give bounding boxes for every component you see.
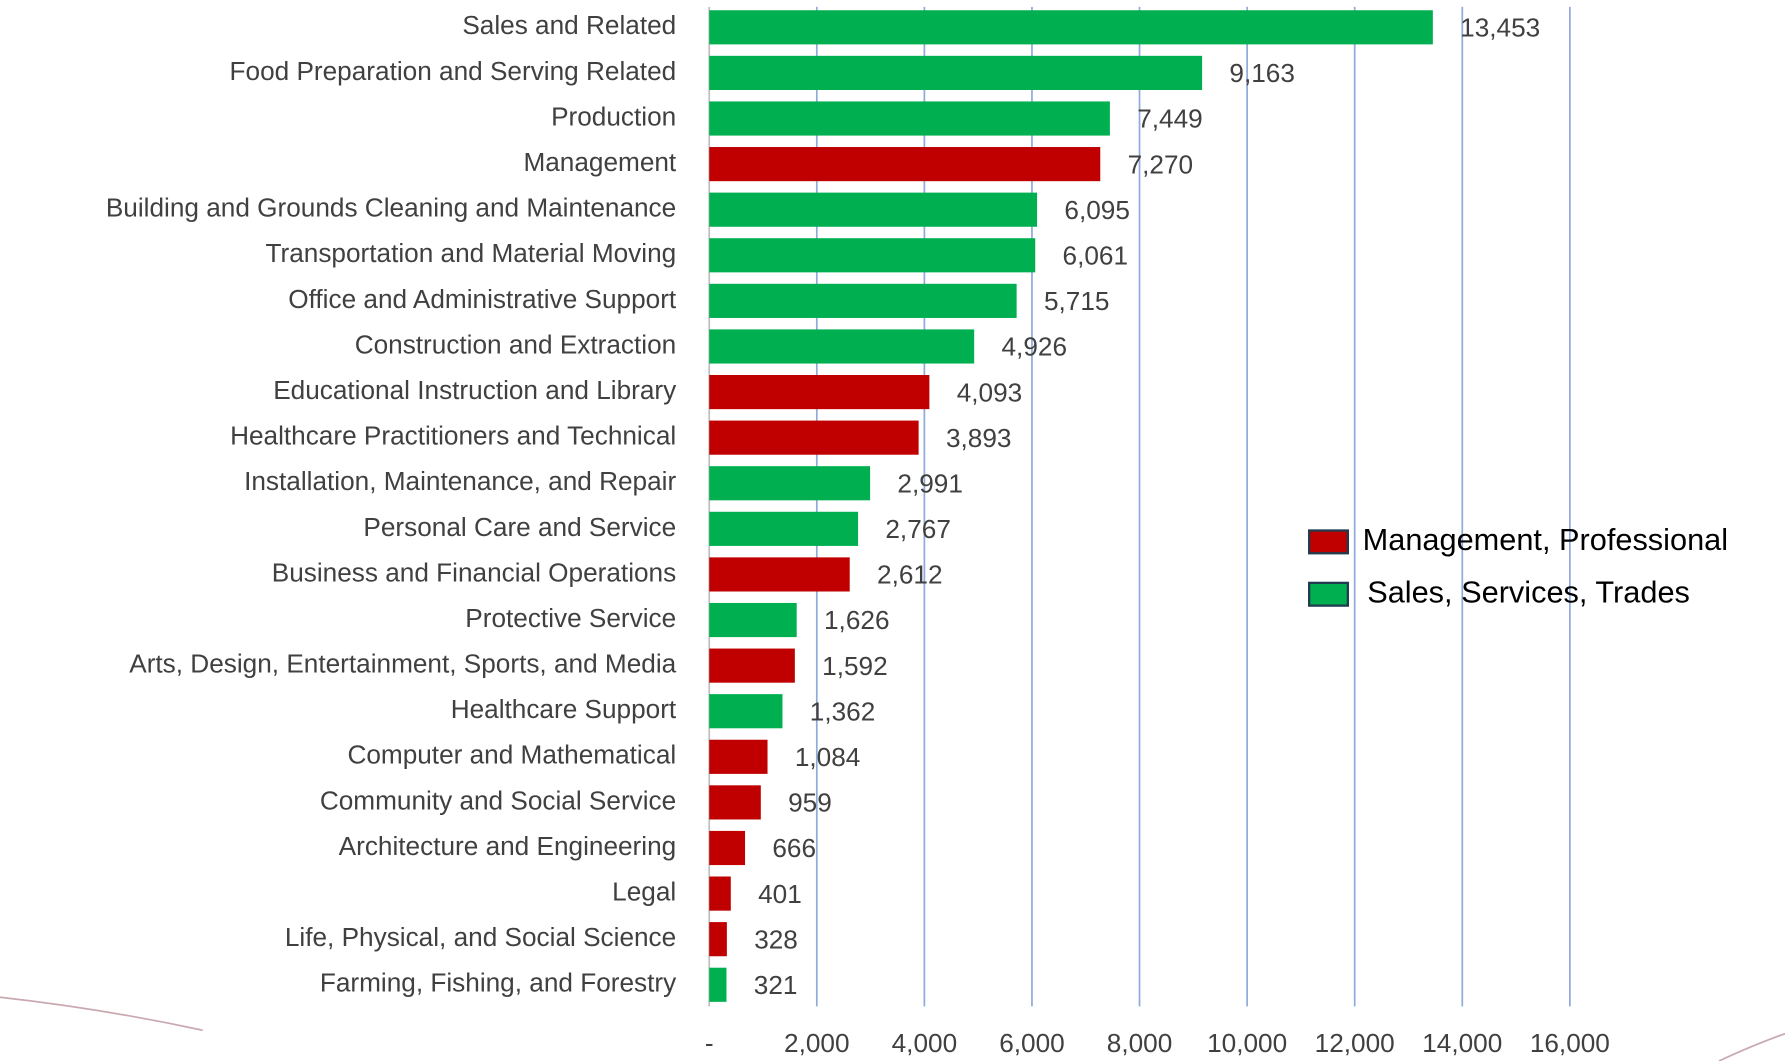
data-label: 401 — [758, 879, 802, 909]
y-tick-label: Personal Care and Service — [363, 512, 676, 542]
data-label: 2,767 — [885, 514, 950, 544]
y-tick-label: Computer and Mathematical — [347, 740, 676, 770]
x-tick-label: 10,000 — [1207, 1028, 1287, 1058]
bar — [709, 466, 871, 501]
y-tick-label: Architecture and Engineering — [339, 831, 677, 861]
data-label: 959 — [788, 788, 832, 818]
plot: - 2,000 4,000 6,000 8,000 10,000 12,000 14,000 1… — [0, 6, 1785, 1061]
bar — [709, 101, 1110, 136]
bar — [709, 830, 746, 866]
data-label: 1,626 — [824, 605, 889, 635]
data-label: 666 — [772, 833, 816, 863]
data-label: 2,612 — [877, 560, 943, 590]
bar — [709, 10, 1433, 45]
y-tick-label: Arts, Design, Entertainment, Sports, and… — [129, 649, 676, 679]
data-label: 3,893 — [946, 423, 1012, 453]
y-tick-label: Sales and Related — [462, 10, 676, 40]
data-label: 1,084 — [795, 742, 860, 772]
y-tick-label: Production — [551, 101, 676, 131]
decoration — [1718, 1032, 1785, 1061]
x-tick-label: 8,000 — [1107, 1028, 1173, 1058]
y-tick-label: Community and Social Service — [320, 785, 676, 815]
data-label: 1,362 — [810, 696, 876, 726]
x-tick-label: 16,000 — [1530, 1028, 1610, 1058]
legend-label: Management, Professional — [1363, 522, 1728, 557]
y-tick-label: Business and Financial Operations — [272, 557, 676, 587]
bar — [709, 785, 761, 820]
bar — [709, 238, 1036, 273]
y-tick-label: Transportation and Material Moving — [265, 238, 676, 268]
data-label: 4,093 — [957, 377, 1023, 407]
bar — [709, 967, 727, 1002]
y-tick-label: Legal — [612, 877, 676, 907]
y-tick-label: Management — [523, 147, 676, 177]
bar — [709, 147, 1101, 182]
x-tick-label: 2,000 — [784, 1028, 850, 1058]
data-label: 1,592 — [822, 651, 888, 681]
bar — [709, 374, 930, 410]
legend-swatch — [1308, 581, 1350, 607]
data-label: 328 — [754, 924, 798, 954]
y-tick-label: Educational Instruction and Library — [273, 375, 677, 405]
y-tick-label: Installation, Maintenance, and Repair — [244, 466, 676, 496]
data-label: 321 — [754, 970, 798, 1000]
bar — [709, 511, 859, 546]
x-tick-label: 4,000 — [892, 1028, 958, 1058]
decoration — [0, 996, 203, 1032]
bar — [709, 55, 1203, 90]
x-tick-label: 12,000 — [1315, 1028, 1395, 1058]
bar — [709, 648, 795, 683]
bar — [709, 192, 1038, 227]
data-label: 5,715 — [1044, 286, 1110, 316]
data-label: 7,449 — [1137, 104, 1203, 134]
bar — [709, 283, 1017, 318]
x-tick-label: 6,000 — [999, 1028, 1065, 1058]
x-tick-label: - — [705, 1028, 714, 1058]
bar — [709, 876, 731, 911]
data-label: 7,270 — [1128, 149, 1194, 179]
data-label: 6,095 — [1064, 195, 1130, 225]
y-tick-label: Construction and Extraction — [355, 329, 677, 359]
y-tick-label: Life, Physical, and Social Science — [285, 922, 676, 952]
bar — [709, 602, 797, 638]
data-label: 2,991 — [897, 468, 963, 498]
y-tick-label: Building and Grounds Cleaning and Mainte… — [106, 193, 676, 223]
bar — [709, 694, 783, 729]
data-label: 13,453 — [1460, 13, 1540, 43]
y-tick-label: Protective Service — [465, 603, 676, 633]
bar — [709, 420, 919, 455]
bar — [709, 557, 850, 592]
bar — [709, 739, 768, 774]
data-label: 4,926 — [1002, 332, 1068, 362]
y-tick-label: Farming, Fishing, and Forestry — [320, 968, 677, 998]
data-label: 6,061 — [1063, 240, 1129, 270]
y-tick-label: Healthcare Practitioners and Technical — [230, 421, 676, 451]
x-tick-label: 14,000 — [1422, 1028, 1502, 1058]
bar — [709, 922, 727, 957]
bar — [709, 329, 975, 364]
y-tick-label: Food Preparation and Serving Related — [230, 56, 677, 86]
data-label: 9,163 — [1229, 58, 1294, 88]
y-tick-label: Office and Administrative Support — [288, 284, 677, 314]
y-tick-label: Healthcare Support — [451, 694, 677, 724]
legend-swatch — [1308, 529, 1350, 555]
legend-label: Sales, Services, Trades — [1367, 574, 1690, 609]
